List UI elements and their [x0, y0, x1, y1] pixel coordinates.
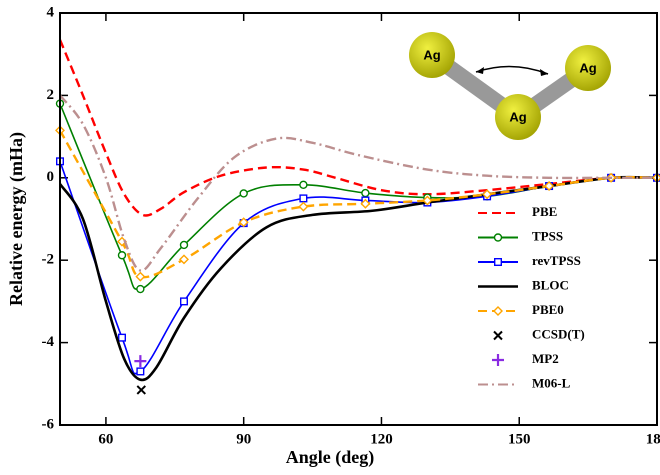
y-tick-label: 0 — [47, 169, 55, 185]
legend-marker — [492, 354, 504, 366]
legend-label: M06-L — [532, 375, 571, 390]
y-axis-label: Relative energy (mHa) — [6, 132, 27, 306]
y-tick-label: -6 — [42, 416, 55, 432]
marker — [137, 286, 144, 293]
y-tick-label: 4 — [47, 4, 55, 20]
molecule: Ag Ag Ag — [409, 32, 611, 140]
marker — [180, 241, 187, 248]
marker — [119, 334, 126, 341]
legend-label: MP2 — [532, 351, 559, 366]
marker — [181, 298, 188, 305]
x-tick-label: 150 — [508, 431, 531, 447]
marker — [362, 190, 369, 197]
marker — [118, 252, 125, 259]
legend-label: CCSD(T) — [532, 326, 585, 341]
legend-label: TPSS — [532, 228, 563, 243]
atom-label: Ag — [509, 109, 526, 124]
legend-label: PBE0 — [532, 302, 564, 317]
legend-marker — [494, 332, 502, 340]
marker — [240, 190, 247, 197]
y-tick-label: -2 — [42, 252, 55, 268]
atom-label: Ag — [423, 47, 440, 62]
legend-marker — [495, 234, 502, 241]
legend-label: BLOC — [532, 277, 569, 292]
legend-marker — [494, 307, 502, 315]
legend-label: PBE — [532, 204, 557, 219]
x-tick-label: 180 — [646, 431, 660, 447]
marker — [137, 386, 145, 394]
legend-marker — [495, 259, 502, 266]
marker — [299, 203, 307, 211]
y-tick-label: 2 — [47, 87, 55, 103]
marker — [300, 181, 307, 188]
legend-label: revTPSS — [532, 253, 581, 268]
atom-label: Ag — [579, 60, 596, 75]
marker — [137, 368, 144, 375]
x-axis-label: Angle (deg) — [286, 447, 375, 468]
x-tick-label: 120 — [370, 431, 393, 447]
x-tick-label: 60 — [98, 431, 113, 447]
marker — [300, 195, 307, 202]
y-tick-label: -4 — [42, 334, 55, 350]
marker — [134, 355, 146, 367]
marker — [136, 273, 144, 281]
x-tick-label: 90 — [236, 431, 251, 447]
